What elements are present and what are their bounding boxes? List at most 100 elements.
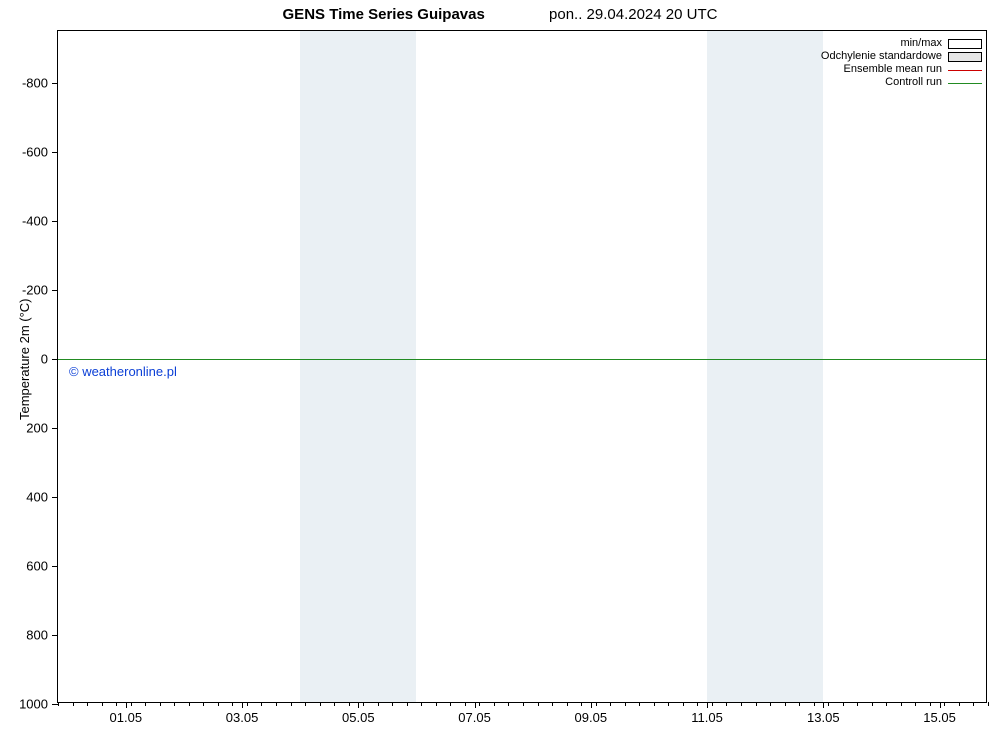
x-major-tick — [126, 702, 127, 708]
x-minor-tick — [363, 702, 364, 706]
x-minor-tick — [276, 702, 277, 706]
y-tick-label: -600 — [22, 144, 48, 159]
x-minor-tick — [712, 702, 713, 706]
x-minor-tick — [552, 702, 553, 706]
x-minor-tick — [828, 702, 829, 706]
y-tick-label: -400 — [22, 213, 48, 228]
x-minor-tick — [785, 702, 786, 706]
x-minor-tick — [465, 702, 466, 706]
x-minor-tick — [988, 702, 989, 706]
x-minor-tick — [479, 702, 480, 706]
x-minor-tick — [58, 702, 59, 706]
x-minor-tick — [639, 702, 640, 706]
x-minor-tick — [421, 702, 422, 706]
y-tick-label: 800 — [26, 627, 48, 642]
x-minor-tick — [320, 702, 321, 706]
x-major-tick — [591, 702, 592, 708]
shaded-band — [300, 31, 358, 702]
legend-row: min/max — [821, 37, 982, 50]
legend-row: Ensemble mean run — [821, 63, 982, 76]
shaded-band — [765, 31, 823, 702]
watermark: © weatheronline.pl — [69, 364, 177, 379]
x-minor-tick — [407, 702, 408, 706]
x-tick-label: 15.05 — [923, 710, 956, 725]
y-tick — [52, 428, 58, 429]
y-tick — [52, 152, 58, 153]
y-axis-label: Temperature 2m (°C) — [17, 299, 32, 421]
x-major-tick — [823, 702, 824, 708]
x-tick-label: 11.05 — [691, 710, 723, 725]
shaded-band — [707, 31, 765, 702]
x-minor-tick — [87, 702, 88, 706]
legend-swatch — [948, 39, 982, 49]
y-tick — [52, 221, 58, 222]
x-major-tick — [475, 702, 476, 708]
x-minor-tick — [596, 702, 597, 706]
y-tick — [52, 635, 58, 636]
x-minor-tick — [102, 702, 103, 706]
x-major-tick — [242, 702, 243, 708]
chart-container: GENS Time Series Guipavas pon.. 29.04.20… — [0, 0, 1000, 733]
x-minor-tick — [232, 702, 233, 706]
y-tick-label: 200 — [26, 420, 48, 435]
x-minor-tick — [610, 702, 611, 706]
x-minor-tick — [392, 702, 393, 706]
title-right: pon.. 29.04.2024 20 UTC — [549, 6, 717, 23]
legend: min/maxOdchylenie standardoweEnsemble me… — [821, 37, 982, 89]
x-minor-tick — [73, 702, 74, 706]
y-tick-label: 400 — [26, 489, 48, 504]
x-minor-tick — [915, 702, 916, 706]
y-tick — [52, 290, 58, 291]
x-minor-tick — [334, 702, 335, 706]
x-minor-tick — [756, 702, 757, 706]
y-tick-label: 600 — [26, 558, 48, 573]
y-tick-label: -200 — [22, 282, 48, 297]
legend-swatch — [948, 77, 982, 89]
y-tick — [52, 566, 58, 567]
x-minor-tick — [523, 702, 524, 706]
x-minor-tick — [944, 702, 945, 706]
x-tick-label: 07.05 — [458, 710, 491, 725]
legend-label: Ensemble mean run — [844, 63, 942, 76]
x-minor-tick — [261, 702, 262, 706]
x-minor-tick — [508, 702, 509, 706]
legend-label: Odchylenie standardowe — [821, 50, 942, 63]
x-minor-tick — [843, 702, 844, 706]
x-minor-tick — [668, 702, 669, 706]
plot-area: -800-600-400-2000200400600800100001.0503… — [57, 30, 987, 703]
x-minor-tick — [625, 702, 626, 706]
x-minor-tick — [450, 702, 451, 706]
x-minor-tick — [901, 702, 902, 706]
x-minor-tick — [538, 702, 539, 706]
x-minor-tick — [799, 702, 800, 706]
x-minor-tick — [697, 702, 698, 706]
y-tick — [52, 497, 58, 498]
x-minor-tick — [567, 702, 568, 706]
x-minor-tick — [189, 702, 190, 706]
x-minor-tick — [973, 702, 974, 706]
x-tick-label: 05.05 — [342, 710, 375, 725]
legend-swatch — [948, 64, 982, 76]
x-minor-tick — [378, 702, 379, 706]
legend-swatch — [948, 52, 982, 62]
x-minor-tick — [131, 702, 132, 706]
x-minor-tick — [203, 702, 204, 706]
x-major-tick — [707, 702, 708, 708]
y-tick — [52, 359, 58, 360]
x-tick-label: 13.05 — [807, 710, 840, 725]
y-tick-label: -800 — [22, 75, 48, 90]
x-minor-tick — [174, 702, 175, 706]
x-minor-tick — [349, 702, 350, 706]
x-minor-tick — [930, 702, 931, 706]
legend-row: Odchylenie standardowe — [821, 50, 982, 63]
x-minor-tick — [886, 702, 887, 706]
x-major-tick — [358, 702, 359, 708]
legend-row: Controll run — [821, 76, 982, 89]
x-minor-tick — [683, 702, 684, 706]
x-minor-tick — [741, 702, 742, 706]
x-tick-label: 09.05 — [575, 710, 608, 725]
y-tick-label: 1000 — [19, 697, 48, 712]
zero-line — [58, 359, 986, 360]
x-minor-tick — [770, 702, 771, 706]
title-left: GENS Time Series Guipavas — [283, 6, 485, 23]
